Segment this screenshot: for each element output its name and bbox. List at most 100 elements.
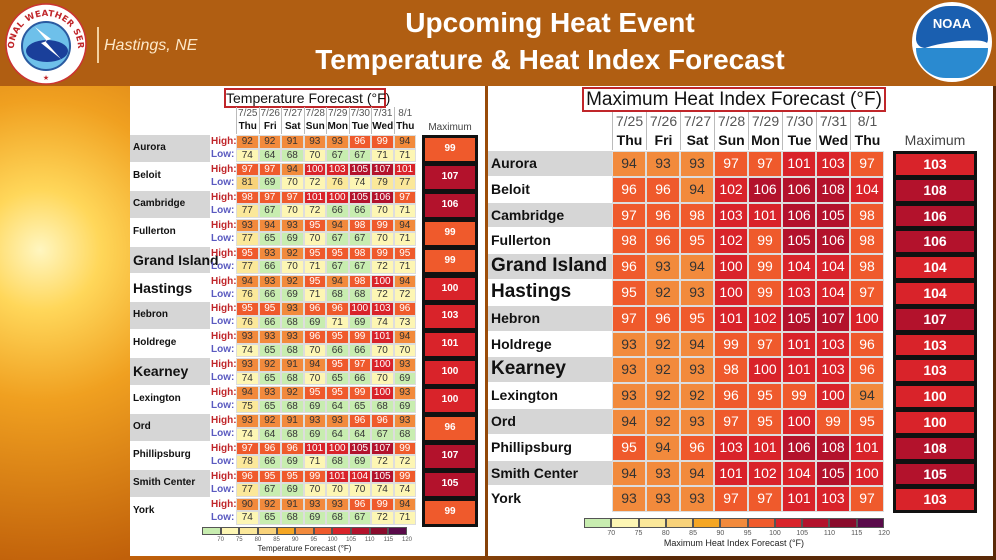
low-temp-cell: 68: [281, 511, 304, 525]
high-temp-cell: 96: [326, 302, 349, 316]
heat-index-cell: 101: [748, 202, 782, 229]
max-heat-index-cell: 105: [893, 460, 977, 488]
high-temp-cell: 95: [326, 330, 349, 344]
low-temp-cell: 70: [348, 483, 371, 497]
header-banner: NATIONAL WEATHER SERVICE ★ Hastings, NE …: [0, 0, 996, 86]
day-header: 7/31 Wed: [816, 112, 850, 150]
high-label: High:: [211, 415, 237, 426]
heat-index-cell: 100: [850, 460, 884, 487]
heat-index-cell: 96: [646, 228, 680, 255]
heat-index-cell: 97: [748, 151, 782, 177]
city-name: Fullerton: [130, 218, 210, 246]
high-temp-cell: 98: [348, 246, 371, 261]
maximum-header: Maximum: [904, 132, 966, 148]
low-temp-cell: 71: [393, 511, 416, 525]
colorbar-swatch: [638, 518, 666, 528]
colorbar-tick-label: 70: [217, 537, 224, 543]
temperature-forecast-panel: Temperature Forecast (°F) 7/25 Thu 7/26 Fri…: [130, 86, 485, 556]
high-temp-cell: 94: [236, 274, 259, 288]
high-temp-cell: 99: [371, 135, 394, 149]
max-temp-cell: 99: [422, 135, 478, 164]
heat-index-cell: 106: [748, 176, 782, 203]
max-heat-index-cell: 103: [893, 486, 977, 514]
low-temp-cell: 72: [393, 455, 416, 469]
low-label: Low:: [211, 400, 235, 412]
high-temp-cell: 106: [371, 190, 394, 205]
low-label: Low:: [211, 511, 235, 523]
city-name: Holdrege: [488, 331, 612, 357]
heat-index-cell: 94: [680, 460, 714, 487]
heat-index-cell: 103: [816, 331, 850, 358]
colorbar-tick-label: 75: [634, 530, 643, 537]
heat-index-cell: 97: [714, 151, 748, 177]
high-temp-cell: 93: [258, 386, 281, 400]
high-label: High:: [211, 442, 237, 454]
colorbar-swatch: [313, 527, 333, 535]
heat-index-cell: 101: [850, 434, 884, 461]
city-name: Kearney: [488, 357, 612, 383]
heat-index-cell: 92: [646, 280, 680, 306]
low-temp-cell: 64: [258, 148, 281, 162]
low-label: Low:: [211, 344, 235, 356]
day-date: 7/29: [751, 113, 780, 129]
high-temp-cell: 94: [236, 386, 259, 400]
low-temp-cell: 68: [281, 427, 304, 441]
low-temp-cell: 70: [393, 343, 416, 358]
colorbar-tick-label: 110: [364, 537, 375, 543]
high-temp-cell: 98: [348, 218, 371, 233]
colorbar-tick-label: 80: [254, 537, 262, 543]
low-temp-cell: 70: [303, 232, 326, 246]
high-temp-cell: 99: [371, 218, 394, 233]
high-temp-cell: 107: [371, 162, 394, 177]
low-temp-cell: 71: [393, 232, 416, 246]
city-name: Grand Island: [488, 254, 612, 279]
heat-index-cell: 95: [748, 383, 782, 409]
low-temp-cell: 70: [303, 343, 326, 358]
high-temp-cell: 95: [281, 469, 304, 484]
heat-index-cell: 93: [680, 280, 714, 306]
colorbar-swatch: [239, 527, 258, 535]
colorbar-tick-label: 85: [689, 530, 697, 537]
day-date: 8/1: [857, 113, 878, 129]
city-name: Aurora: [130, 135, 210, 162]
heat-index-cell: 97: [850, 280, 884, 306]
high-label: High:: [211, 331, 237, 343]
high-label: High:: [211, 470, 237, 482]
city-name: Beloit: [488, 176, 612, 202]
high-temp-cell: 92: [281, 274, 304, 288]
low-temp-cell: 74: [393, 483, 416, 497]
high-temp-cell: 96: [303, 330, 326, 344]
day-name: Fri: [263, 121, 277, 132]
heat-index-cell: 105: [782, 305, 816, 332]
heat-index-cell: 103: [816, 151, 850, 177]
heat-index-cell: 94: [612, 409, 646, 435]
low-temp-cell: 66: [348, 371, 371, 386]
heat-index-cell: 106: [782, 176, 816, 203]
colorbar-swatch: [332, 527, 352, 535]
high-temp-cell: 93: [303, 414, 326, 428]
colorbar-tick-label: 105: [796, 530, 809, 537]
city-name: Holdrege: [130, 330, 210, 358]
low-temp-cell: 70: [371, 343, 394, 358]
heat-index-cell: 96: [714, 383, 748, 409]
heat-index-cell: 93: [646, 151, 680, 177]
low-temp-cell: 72: [371, 288, 394, 302]
day-header: 7/31 Wed: [371, 107, 394, 134]
high-temp-cell: 94: [393, 218, 416, 233]
heat-index-cell: 97: [850, 486, 884, 513]
low-temp-cell: 73: [393, 315, 416, 330]
high-temp-cell: 93: [326, 414, 349, 428]
heat-index-cell: 105: [782, 228, 816, 255]
low-temp-cell: 74: [236, 343, 259, 358]
city-name: Smith Center: [488, 460, 612, 486]
colorbar-tick-label: 120: [878, 530, 890, 537]
max-heat-index-cell: 100: [893, 409, 977, 436]
high-temp-cell: 97: [236, 441, 259, 456]
heat-index-cell: 92: [680, 383, 714, 409]
heat-index-cell: 101: [714, 460, 748, 487]
colorbar-tick-label: 70: [607, 530, 616, 537]
heat-index-cell: 105: [816, 460, 850, 487]
heat-index-cell: 96: [850, 357, 884, 384]
high-temp-cell: 97: [348, 358, 371, 372]
heat-index-cell: 100: [816, 383, 850, 409]
